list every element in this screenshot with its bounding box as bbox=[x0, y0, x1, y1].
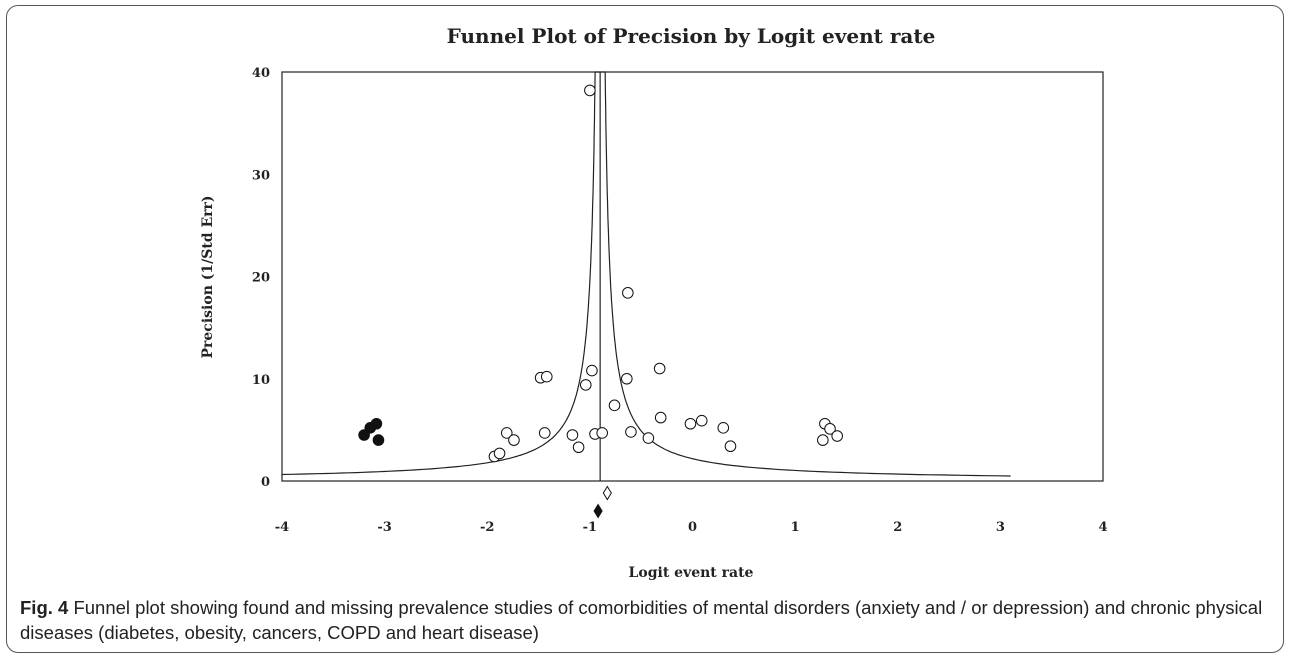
observed-study-point bbox=[817, 434, 829, 446]
observed-study-point bbox=[508, 434, 520, 446]
funnel-boundary bbox=[281, 71, 1011, 477]
observed-study-point bbox=[572, 441, 585, 454]
x-tick-label: -4 bbox=[275, 520, 289, 535]
x-tick-label: 2 bbox=[893, 520, 902, 535]
observed-study-point bbox=[695, 414, 708, 427]
observed-study-point bbox=[538, 427, 551, 439]
figure-label: Fig. 4 bbox=[20, 597, 69, 618]
y-tick-label: 10 bbox=[252, 373, 270, 388]
y-axis-label: Precision (1/Std Err) bbox=[200, 195, 216, 358]
observed-study-point bbox=[540, 370, 553, 383]
observed-study-point bbox=[684, 417, 697, 430]
funnel-plot: Funnel Plot of Precision by Logit event … bbox=[200, 24, 1108, 581]
observed-study-point bbox=[653, 362, 666, 375]
observed-study-point bbox=[625, 426, 637, 438]
observed-study-point bbox=[717, 422, 730, 434]
y-tick-label: 0 bbox=[261, 475, 270, 490]
observed-study-point bbox=[566, 429, 579, 441]
adjusted-summary-diamond bbox=[593, 503, 603, 519]
observed-study-point bbox=[586, 364, 598, 377]
x-tick-label: 0 bbox=[688, 520, 697, 535]
observed-summary-diamond bbox=[602, 485, 612, 501]
imputed-study-point bbox=[372, 434, 385, 446]
figure-caption-text: Funnel plot showing found and missing pr… bbox=[20, 597, 1263, 643]
observed-study-point bbox=[724, 440, 737, 453]
observed-study-point bbox=[824, 423, 836, 435]
plot-frame bbox=[281, 71, 1104, 482]
x-tick-label: 3 bbox=[996, 520, 1005, 535]
observed-study-point bbox=[493, 447, 506, 460]
chart-title: Funnel Plot of Precision by Logit event … bbox=[447, 24, 936, 48]
imputed-study-point bbox=[370, 417, 383, 430]
x-tick-label: -3 bbox=[377, 520, 391, 535]
observed-study-point bbox=[621, 372, 633, 385]
x-tick-label: -2 bbox=[480, 520, 494, 535]
observed-study-point bbox=[608, 399, 621, 412]
x-axis-label: Logit event rate bbox=[629, 565, 754, 581]
x-tick-label: 1 bbox=[791, 520, 800, 535]
observed-study-point bbox=[596, 427, 608, 439]
observed-study-point bbox=[642, 432, 655, 444]
observed-study-point bbox=[584, 84, 596, 97]
observed-study-point bbox=[579, 379, 592, 391]
y-tick-label: 40 bbox=[252, 66, 270, 81]
observed-study-point bbox=[500, 427, 513, 439]
observed-study-point bbox=[654, 411, 667, 424]
figure-caption: Fig. 4 Funnel plot showing found and mis… bbox=[20, 595, 1270, 645]
figure-frame bbox=[6, 5, 1284, 653]
x-tick-label: 4 bbox=[1098, 520, 1107, 535]
x-tick-label: -1 bbox=[583, 520, 597, 535]
y-tick-label: 30 bbox=[252, 168, 270, 183]
y-tick-label: 20 bbox=[252, 271, 270, 286]
observed-study-point bbox=[622, 287, 634, 299]
observed-study-point bbox=[831, 430, 844, 442]
